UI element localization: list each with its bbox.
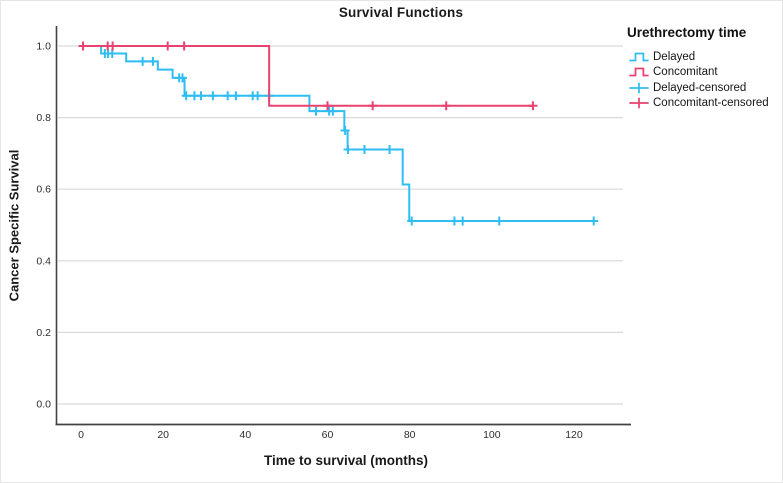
censor-mark-delayed: [253, 91, 263, 101]
legend-item-list: Delayed Concomitant Delayed-censored Concom…: [627, 49, 782, 112]
censor-mark-concomitant: [108, 41, 118, 51]
censor-mark-concomitant: [322, 101, 332, 111]
censor-mark-delayed: [340, 125, 350, 135]
x-tick-label: 20: [157, 429, 169, 441]
censor-mark-delayed: [208, 91, 218, 101]
x-tick-label: 80: [404, 429, 416, 441]
y-tick-label: 0.8: [36, 112, 51, 124]
x-tick-label: 120: [565, 429, 583, 441]
censor-mark-delayed: [589, 216, 599, 226]
chart-title: Survival Functions: [338, 5, 464, 20]
x-axis-title: Time to survival (months): [263, 453, 429, 468]
legend-item-label: Delayed: [653, 50, 696, 63]
legend-title: Urethrectomy time: [627, 25, 747, 40]
censor-mark-concomitant: [179, 41, 189, 51]
censor-mark-concomitant: [78, 41, 88, 51]
censor-mark-delayed: [311, 106, 321, 116]
censor-mark-delayed: [449, 216, 459, 226]
censor-mark-concomitant: [528, 101, 538, 111]
legend: Urethrectomy time Delayed Concomitant Dela…: [627, 25, 782, 112]
y-tick-label: 0.2: [36, 327, 51, 339]
km-curve-concomitant: [81, 45, 533, 107]
censor-plus-icon: [629, 98, 649, 109]
censor-mark-delayed: [458, 216, 468, 226]
censor-mark-delayed: [148, 56, 158, 66]
censor-mark-delayed: [407, 216, 417, 226]
legend-item-label: Concomitant: [653, 66, 718, 79]
censor-mark-delayed: [223, 91, 233, 101]
censor-mark-delayed: [177, 73, 187, 83]
y-tick-label: 1.0: [36, 41, 51, 53]
y-tick-label: 0.6: [36, 184, 51, 196]
censor-mark-delayed: [138, 56, 148, 66]
censor-mark-delayed: [328, 106, 338, 116]
y-axis-title: Cancer Specific Survival: [6, 149, 22, 302]
censor-mark-delayed: [359, 144, 369, 154]
censor-mark-delayed: [181, 91, 191, 101]
legend-item-label: Delayed-censored: [653, 81, 747, 94]
censor-mark-concomitant: [441, 101, 451, 111]
censor-mark-delayed: [107, 49, 117, 59]
legend-item-delayed: Delayed: [627, 49, 782, 65]
censor-mark-delayed: [494, 216, 504, 226]
censor-mark-delayed: [231, 91, 241, 101]
x-tick-label: 60: [322, 429, 334, 441]
legend-item-concomitant-censored: Concomitant-censored: [627, 96, 782, 112]
censor-mark-delayed: [343, 144, 353, 154]
x-tick-label: 40: [239, 429, 251, 441]
x-tick-label: 100: [483, 429, 501, 441]
censor-mark-concomitant: [368, 101, 378, 111]
censor-mark-delayed: [385, 144, 395, 154]
legend-item-label: Concomitant-censored: [653, 97, 769, 110]
y-tick-label: 0.4: [36, 255, 51, 267]
step-line-icon: [629, 67, 649, 77]
censor-mark-delayed: [196, 91, 206, 101]
legend-item-delayed-censored: Delayed-censored: [627, 80, 782, 96]
y-tick-label: 0.0: [36, 399, 51, 411]
censor-mark-concomitant: [163, 41, 173, 51]
km-curve-delayed: [81, 45, 594, 223]
step-line-icon: [629, 52, 649, 62]
censor-plus-icon: [629, 82, 649, 93]
legend-item-concomitant: Concomitant: [627, 65, 782, 81]
x-tick-label: 0: [78, 429, 84, 441]
